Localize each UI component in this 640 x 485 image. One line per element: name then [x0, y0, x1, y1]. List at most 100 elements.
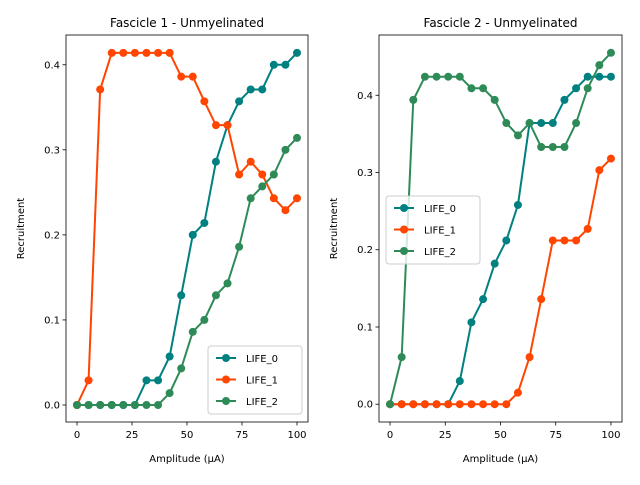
legend-label: LIFE_1	[424, 226, 456, 237]
data-point	[258, 85, 267, 94]
y-tick-label: 0.2	[44, 230, 60, 241]
data-point	[548, 119, 557, 128]
data-point	[467, 318, 476, 327]
data-point	[293, 133, 301, 142]
data-point	[293, 194, 301, 203]
series-line-life-1	[389, 157, 612, 406]
y-tick-label: 0.1	[44, 315, 60, 326]
data-point	[246, 85, 255, 94]
data-point	[142, 48, 151, 57]
data-point	[513, 131, 522, 140]
data-point	[188, 327, 197, 336]
data-point	[235, 242, 244, 251]
data-point	[479, 295, 488, 304]
data-point	[397, 400, 406, 409]
data-point	[525, 119, 534, 128]
legend-label: LIFE_2	[424, 247, 456, 258]
data-point	[281, 206, 290, 215]
data-point	[595, 166, 604, 175]
data-point	[281, 60, 290, 69]
data-point	[130, 400, 139, 409]
y-tick-label: 0.3	[357, 168, 373, 179]
data-point	[177, 291, 186, 300]
data-point	[537, 295, 546, 304]
data-point	[154, 376, 163, 385]
data-point	[235, 97, 244, 106]
data-point	[84, 400, 93, 409]
data-point	[107, 400, 116, 409]
data-point	[211, 121, 220, 130]
data-point	[606, 154, 615, 163]
data-point	[432, 72, 441, 81]
data-point	[537, 119, 546, 128]
x-axis-label: Amplitude (μA)	[463, 454, 539, 465]
legend-swatch-marker	[400, 247, 408, 255]
panel-1: 0 25 50 75 100 0.0 0.1 0.2 0.3 0.4 Fascicle 1 - Un…	[16, 16, 309, 465]
data-point	[165, 352, 174, 361]
x-tick-label: 25	[439, 430, 452, 441]
data-point	[479, 84, 488, 93]
x-tick-label: 25	[126, 430, 139, 441]
legend-swatch-marker	[222, 375, 230, 384]
legend-box	[207, 345, 303, 415]
y-tick-label: 0.4	[357, 91, 373, 102]
data-point	[130, 48, 139, 57]
data-point	[455, 377, 464, 386]
legend-label: LIFE_0	[424, 204, 456, 215]
data-point	[455, 72, 464, 81]
data-point	[583, 224, 592, 233]
data-point	[200, 97, 209, 106]
legend-swatch-marker	[400, 225, 408, 234]
data-point	[246, 157, 255, 166]
legend-swatch-marker	[222, 354, 230, 362]
data-point	[235, 170, 244, 179]
data-point	[409, 95, 418, 104]
data-point	[119, 48, 128, 57]
data-point	[502, 236, 511, 245]
x-tick-label: 0	[387, 430, 393, 441]
data-point	[420, 400, 429, 409]
x-tick-label: 100	[287, 430, 306, 441]
data-point	[548, 143, 557, 152]
x-tick-label: 50	[181, 430, 194, 441]
data-point	[73, 400, 81, 409]
x-tick-label: 75	[549, 430, 562, 441]
data-point	[223, 121, 232, 130]
data-point	[293, 48, 301, 57]
data-point	[188, 72, 197, 81]
data-point	[606, 72, 615, 81]
data-point	[119, 400, 128, 409]
data-point	[246, 194, 255, 203]
data-point	[490, 400, 499, 409]
data-point	[397, 353, 406, 362]
legend-label: LIFE_1	[246, 376, 278, 387]
x-tick-label: 100	[601, 430, 620, 441]
legend-swatch-marker	[400, 204, 408, 212]
data-point	[467, 400, 476, 409]
y-axis-label: Recruitment	[16, 198, 27, 260]
chart-title: Fascicle 2 - Unmyelinated	[424, 16, 578, 30]
data-point	[177, 364, 186, 373]
legend-label: LIFE_2	[246, 397, 278, 408]
data-point	[154, 48, 163, 57]
data-point	[142, 400, 151, 409]
data-point	[420, 72, 429, 81]
data-point	[142, 376, 151, 385]
data-point	[269, 60, 278, 69]
y-tick-label: 0.0	[44, 400, 60, 411]
data-point	[502, 400, 511, 409]
data-point	[84, 376, 93, 385]
data-point	[258, 170, 267, 179]
data-point	[537, 143, 546, 152]
data-point	[444, 72, 453, 81]
data-point	[107, 48, 116, 57]
y-tick-label: 0.1	[357, 322, 373, 333]
data-point	[188, 230, 197, 239]
data-point	[560, 95, 569, 104]
y-tick-label: 0.2	[357, 245, 373, 256]
data-point	[455, 400, 464, 409]
data-point	[572, 84, 581, 93]
data-point	[583, 84, 592, 93]
legend: LIFE_0 LIFE_1 LIFE_2	[385, 195, 481, 265]
